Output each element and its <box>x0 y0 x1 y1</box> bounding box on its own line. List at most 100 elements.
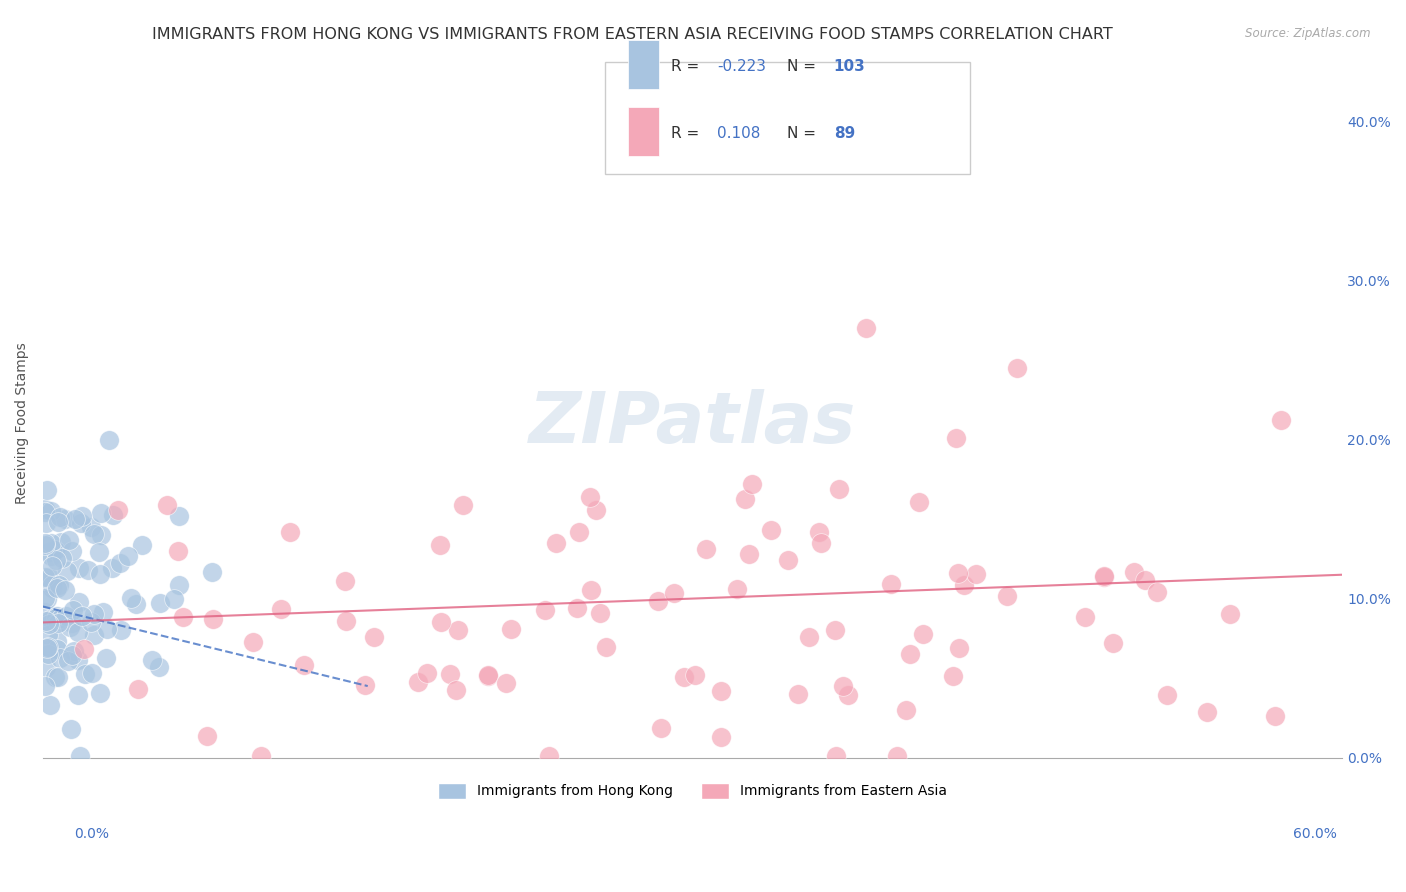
Point <box>75 666 97 681</box>
Point <box>34 660 56 674</box>
Point <box>72 509 94 524</box>
Point <box>589 606 612 620</box>
Point <box>58 620 80 634</box>
Point <box>60 616 83 631</box>
Point <box>825 749 848 764</box>
Point <box>60 543 83 558</box>
Point <box>38 616 60 631</box>
Point <box>131 538 153 552</box>
Point <box>855 321 877 335</box>
Point <box>579 582 602 597</box>
Point <box>201 565 224 579</box>
Point <box>41 536 63 550</box>
Point <box>45 553 67 567</box>
Point <box>828 482 851 496</box>
Point <box>44 670 66 684</box>
Point <box>58 533 80 547</box>
Point <box>1156 688 1178 702</box>
Point <box>725 582 748 596</box>
Point <box>80 615 103 629</box>
Point <box>354 678 377 692</box>
Point <box>741 477 763 491</box>
Point <box>537 749 560 764</box>
Point <box>333 574 356 588</box>
Legend: Immigrants from Hong Kong, Immigrants from Eastern Asia: Immigrants from Hong Kong, Immigrants fr… <box>433 777 952 804</box>
Point <box>35 516 58 530</box>
Point <box>429 615 451 629</box>
Point <box>46 641 69 656</box>
Point <box>544 535 567 549</box>
Point <box>270 602 292 616</box>
Y-axis label: Receiving Food Stamps: Receiving Food Stamps <box>15 343 30 505</box>
Point <box>1146 585 1168 599</box>
Point <box>167 508 190 523</box>
Point <box>62 644 84 658</box>
Point <box>172 610 194 624</box>
Point <box>60 722 83 736</box>
Point <box>447 624 470 638</box>
Text: R =: R = <box>671 127 699 141</box>
Point <box>110 623 132 637</box>
Point <box>125 597 148 611</box>
Point <box>39 698 62 713</box>
Point <box>90 528 112 542</box>
Point <box>100 561 122 575</box>
Point <box>89 567 111 582</box>
Point <box>495 675 517 690</box>
Point <box>34 538 56 552</box>
Point <box>37 647 59 661</box>
Point <box>948 641 970 656</box>
Point <box>1219 607 1241 622</box>
Point <box>46 615 69 630</box>
Point <box>34 575 56 590</box>
Point <box>49 611 72 625</box>
Point <box>90 506 112 520</box>
Point <box>886 749 908 764</box>
Point <box>67 624 90 639</box>
Point <box>595 640 617 654</box>
Point <box>37 640 59 655</box>
Point <box>832 679 855 693</box>
Point <box>46 634 69 648</box>
Point <box>444 682 467 697</box>
Point <box>69 749 91 764</box>
Point <box>912 627 935 641</box>
Point <box>776 552 799 566</box>
Point <box>1264 709 1286 723</box>
Point <box>49 509 72 524</box>
Point <box>45 611 67 625</box>
Point <box>292 658 315 673</box>
Point <box>807 525 830 540</box>
Point <box>83 607 105 622</box>
Point <box>195 730 218 744</box>
Point <box>898 648 921 662</box>
Point <box>67 594 90 608</box>
Point <box>45 617 67 632</box>
Text: 60.0%: 60.0% <box>1292 828 1337 841</box>
Point <box>797 630 820 644</box>
Point <box>44 543 66 558</box>
Point <box>363 630 385 644</box>
Point <box>710 684 733 698</box>
Point <box>1135 573 1157 587</box>
Point <box>62 603 84 617</box>
Point <box>585 503 607 517</box>
Point <box>533 603 555 617</box>
Point <box>35 615 58 629</box>
Point <box>51 551 73 566</box>
Point <box>101 508 124 522</box>
Point <box>89 686 111 700</box>
Point <box>824 624 846 638</box>
Text: Source: ZipAtlas.com: Source: ZipAtlas.com <box>1244 27 1371 40</box>
Point <box>501 622 523 636</box>
Point <box>734 491 756 506</box>
Point <box>406 675 429 690</box>
Point <box>946 566 969 581</box>
Point <box>1092 569 1115 583</box>
Point <box>787 688 810 702</box>
Point <box>35 591 58 606</box>
Point <box>63 512 86 526</box>
Point <box>55 564 77 578</box>
Point <box>945 431 967 445</box>
Point <box>51 535 73 549</box>
